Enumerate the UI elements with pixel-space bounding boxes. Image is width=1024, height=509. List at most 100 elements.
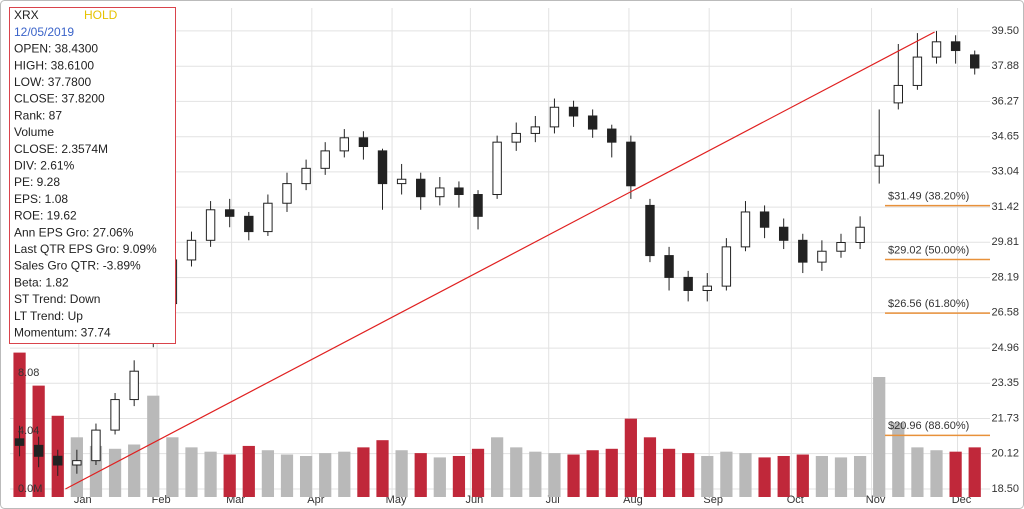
- candle-body: [416, 178, 426, 198]
- volume-bar: [223, 454, 236, 497]
- volume-bar: [701, 455, 714, 497]
- volume-bar: [605, 448, 618, 497]
- volume-bar: [491, 437, 504, 497]
- info-line: CLOSE: 2.3574M: [14, 142, 108, 156]
- candle-body: [626, 141, 636, 187]
- y-tick-label: 33.04: [991, 166, 1019, 178]
- candle-body: [435, 187, 445, 198]
- y-tick-label: 21.73: [991, 412, 1019, 424]
- volume-bar: [834, 457, 848, 497]
- volume-bar: [204, 451, 217, 497]
- candle-body: [53, 455, 63, 466]
- y-tick-label: 29.81: [991, 236, 1019, 248]
- candle-body: [874, 154, 884, 167]
- volume-bar: [662, 448, 676, 497]
- volume-bar: [471, 448, 485, 497]
- y-tick-label: 34.65: [991, 131, 1019, 143]
- candle-body: [568, 106, 579, 117]
- volume-bar: [414, 453, 427, 497]
- candle-body: [645, 204, 655, 257]
- candle-body: [339, 137, 350, 152]
- candle-body: [72, 460, 82, 466]
- y-tick-label: 36.27: [991, 95, 1019, 107]
- candle-body: [110, 399, 120, 431]
- candle-body: [301, 167, 311, 185]
- candle-body: [320, 150, 330, 169]
- volume-bar: [968, 447, 981, 497]
- y2-tick-label: 8.08: [18, 367, 39, 379]
- candle-body: [358, 137, 369, 148]
- volume-bar: [357, 447, 370, 497]
- candle-body: [855, 226, 865, 244]
- info-box: XRX HOLD 12/05/2019 OPEN: 38.4300 HIGH: 3…: [9, 7, 176, 344]
- volume-bar: [586, 450, 599, 497]
- candle-body: [530, 126, 541, 134]
- y-tick-label: 26.58: [991, 307, 1019, 319]
- info-line: Sales Gro QTR: -3.89%: [14, 259, 141, 273]
- volume-bar: [796, 454, 809, 497]
- volume-bar: [682, 453, 695, 497]
- candle-body: [970, 54, 980, 69]
- candle-body: [91, 429, 101, 462]
- candle-body: [492, 141, 502, 196]
- candle-body: [205, 209, 216, 241]
- candle-body: [33, 444, 44, 457]
- volume-bar: [892, 422, 905, 497]
- volume-bar: [930, 450, 943, 497]
- info-frame: [9, 7, 176, 344]
- volume-bar: [338, 451, 351, 497]
- info-line: LT Trend: Up: [14, 309, 83, 323]
- info-line: Last QTR EPS Gro: 9.09%: [14, 242, 157, 256]
- candle-body: [721, 246, 732, 287]
- info-line: ST Trend: Down: [14, 292, 100, 306]
- volume-bar: [261, 450, 275, 497]
- ticker: XRX: [14, 8, 39, 22]
- candle-body: [396, 178, 407, 185]
- volume-bar: [815, 455, 829, 497]
- volume-bar: [567, 454, 580, 497]
- y-tick-label: 28.19: [991, 272, 1019, 284]
- candle-body: [817, 250, 827, 263]
- fib-label: $29.02 (50.00%): [888, 244, 969, 256]
- y-tick-label: 18.50: [991, 483, 1019, 495]
- volume-bar: [548, 453, 561, 497]
- info-line: OPEN: 38.4300: [14, 42, 98, 56]
- volume-bar: [510, 447, 523, 497]
- info-line: PE: 9.28: [14, 175, 60, 189]
- info-line: Ann EPS Gro: 27.06%: [14, 225, 134, 239]
- volume-bar: [777, 455, 790, 497]
- volume-bar: [758, 457, 771, 497]
- info-line: Rank: 87: [14, 108, 62, 122]
- candle-body: [587, 115, 598, 130]
- info-line: ROE: 19.62: [14, 209, 77, 223]
- candle-body: [14, 438, 25, 446]
- volume-bar: [280, 454, 294, 497]
- candle-body: [893, 84, 904, 104]
- candle-body: [129, 370, 139, 401]
- volume-bar: [299, 455, 313, 497]
- volume-bar: [319, 453, 332, 497]
- y-tick-label: 23.35: [991, 377, 1019, 389]
- candle-body: [950, 41, 961, 52]
- volume-bar: [643, 437, 657, 497]
- candle-body: [454, 187, 464, 196]
- volume-bar: [529, 451, 542, 497]
- candle-body: [607, 128, 617, 143]
- info-line: Volume: [14, 125, 54, 139]
- candle-body: [224, 209, 235, 217]
- fib-label: $20.96 (88.60%): [888, 420, 969, 432]
- y2-tick-label: 4.04: [18, 425, 39, 437]
- volume-bar: [433, 457, 446, 497]
- candle-body: [740, 211, 751, 248]
- info-line: DIV: 2.61%: [14, 158, 75, 172]
- volume-bar: [624, 418, 637, 497]
- candle-body: [931, 41, 942, 58]
- volume-bar: [853, 455, 867, 497]
- candle-body: [377, 150, 388, 185]
- rating: HOLD: [84, 8, 118, 22]
- candle-body: [263, 202, 273, 233]
- volume-bar: [739, 453, 752, 497]
- candle-body: [282, 183, 292, 204]
- fib-label: $26.56 (61.80%): [888, 298, 969, 310]
